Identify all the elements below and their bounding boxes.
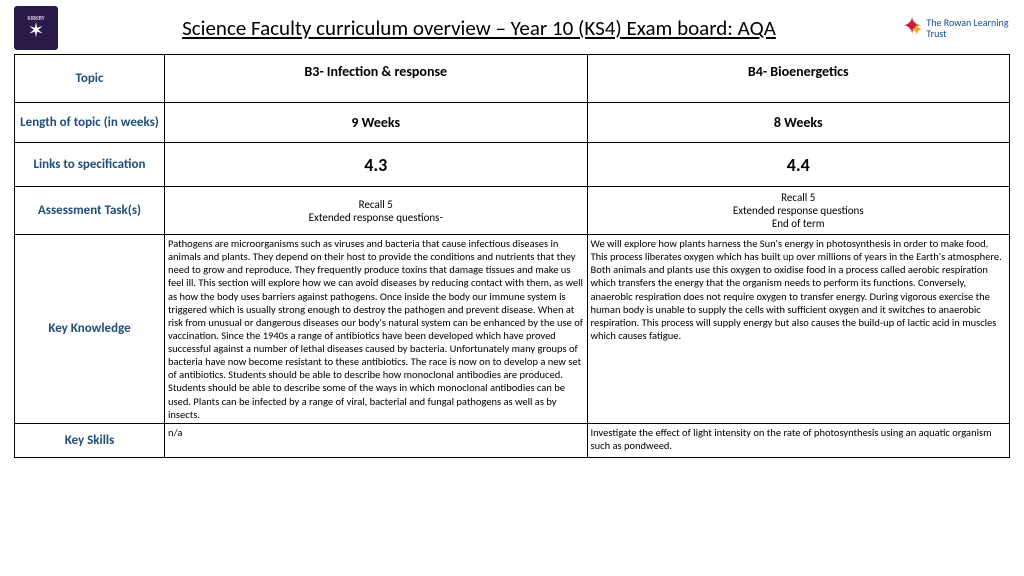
- topic-b4: B4- Bioenergetics: [587, 55, 1010, 103]
- kirkby-logo: KIRKBY ✶: [14, 6, 58, 50]
- row-label-links: Links to specification: [15, 143, 165, 187]
- curriculum-table: Topic B3- Infection & response B4- Bioen…: [14, 54, 1010, 458]
- length-b3: 9 Weeks: [165, 103, 588, 143]
- star-icon: ✶: [28, 21, 45, 41]
- assess-b3: Recall 5Extended response questions-: [165, 187, 588, 235]
- page-header: KIRKBY ✶ Science Faculty curriculum over…: [14, 6, 1010, 50]
- knowledge-b3: Pathogens are microorganisms such as vir…: [165, 235, 588, 424]
- spec-b3: 4.3: [165, 143, 588, 187]
- row-label-skills: Key Skills: [15, 423, 165, 457]
- row-label-topic: Topic: [15, 55, 165, 103]
- row-label-length: Length of topic (in weeks): [15, 103, 165, 143]
- table-row: Key Skills n/a Investigate the effect of…: [15, 423, 1010, 457]
- table-row: Assessment Task(s) Recall 5Extended resp…: [15, 187, 1010, 235]
- table-row: Links to specification 4.3 4.4: [15, 143, 1010, 187]
- row-label-knowledge: Key Knowledge: [15, 235, 165, 424]
- trust-text: The Rowan Learning Trust: [926, 17, 1010, 39]
- assess-b4: Recall 5Extended response questionsEnd o…: [587, 187, 1010, 235]
- skills-b4: Investigate the effect of light intensit…: [587, 423, 1010, 457]
- skills-b3: n/a: [165, 423, 588, 457]
- table-row: Key Knowledge Pathogens are microorganis…: [15, 235, 1010, 424]
- burst-icon: [900, 14, 922, 42]
- spec-b4: 4.4: [587, 143, 1010, 187]
- knowledge-b4: We will explore how plants harness the S…: [587, 235, 1010, 424]
- row-label-assessment: Assessment Task(s): [15, 187, 165, 235]
- length-b4: 8 Weeks: [587, 103, 1010, 143]
- rowan-trust-logo: The Rowan Learning Trust: [900, 9, 1010, 47]
- table-row: Topic B3- Infection & response B4- Bioen…: [15, 55, 1010, 103]
- table-row: Length of topic (in weeks) 9 Weeks 8 Wee…: [15, 103, 1010, 143]
- topic-b3: B3- Infection & response: [165, 55, 588, 103]
- page-title: Science Faculty curriculum overview – Ye…: [58, 15, 900, 41]
